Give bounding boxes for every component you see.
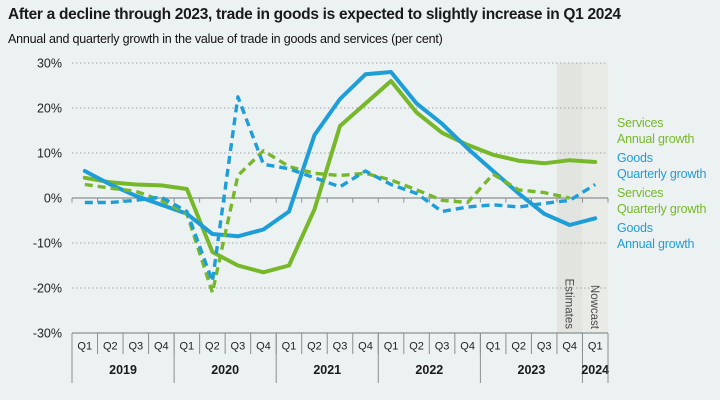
legend-line2: Quarterly growth [617,201,707,216]
quarter-label: Q3 [231,341,246,353]
legend-line2: Annual growth [617,131,695,146]
quarter-label: Q1 [282,341,297,353]
year-label: 2024 [581,363,609,377]
band-label-estimates: Estimates [563,279,575,330]
legend-line1: Goods [617,151,653,165]
quarter-label: Q2 [511,341,526,353]
legend-line1: Services [617,116,664,130]
quarter-label: Q4 [256,341,271,353]
legend-entry-services-quarterly-growth: Services Quarterly growth [617,186,720,217]
quarter-label: Q1 [486,341,501,353]
chart-legend: Services Annual growth Goods Quarterly grow… [617,116,720,256]
quarter-label: Q3 [333,341,348,353]
series-services-quarterly-growth [84,149,571,295]
chart-title: After a decline through 2023, trade in g… [8,6,621,23]
legend-line1: Goods [617,221,653,235]
legend-line2: Quarterly growth [617,166,707,181]
series-goods-quarterly-growth [84,95,597,283]
year-label: 2022 [415,363,443,377]
quarter-label: Q4 [154,341,169,353]
y-axis-label: 30% [37,56,62,70]
quarter-label: Q3 [435,341,450,353]
quarter-label: Q1 [384,341,399,353]
y-axis-label: 20% [37,101,62,115]
quarter-label: Q2 [409,341,424,353]
quarter-label: Q1 [588,341,603,353]
quarter-label: Q3 [128,341,143,353]
series-services-annual-growth [82,79,598,275]
y-axis-label: 10% [37,146,62,160]
legend-line1: Services [617,186,664,200]
chart-subtitle: Annual and quarterly growth in the value… [8,32,443,46]
quarter-label: Q4 [460,341,475,353]
quarter-label: Q1 [77,341,92,353]
series-goods-annual-growth [82,70,598,239]
year-label: 2020 [211,363,239,377]
legend-line2: Annual growth [617,236,695,251]
legend-entry-goods-annual-growth: Goods Annual growth [617,221,720,252]
y-axis-label: -20% [33,281,62,295]
band-label-nowcast: Nowcast [588,285,600,330]
y-axis-label: -30% [33,326,62,340]
quarter-label: Q4 [562,341,577,353]
y-axis-label: 0% [44,191,62,205]
quarter-label: Q3 [537,341,552,353]
quarter-label: Q1 [180,341,195,353]
legend-entry-services-annual-growth: Services Annual growth [617,116,720,147]
year-label: 2021 [313,363,341,377]
y-axis-label: -10% [33,236,62,250]
quarter-label: Q2 [103,341,118,353]
quarter-label: Q2 [205,341,220,353]
year-label: 2023 [518,363,546,377]
year-label: 2019 [109,363,137,377]
legend-entry-goods-quarterly-growth: Goods Quarterly growth [617,151,720,182]
quarter-label: Q4 [358,341,373,353]
quarter-label: Q2 [307,341,322,353]
